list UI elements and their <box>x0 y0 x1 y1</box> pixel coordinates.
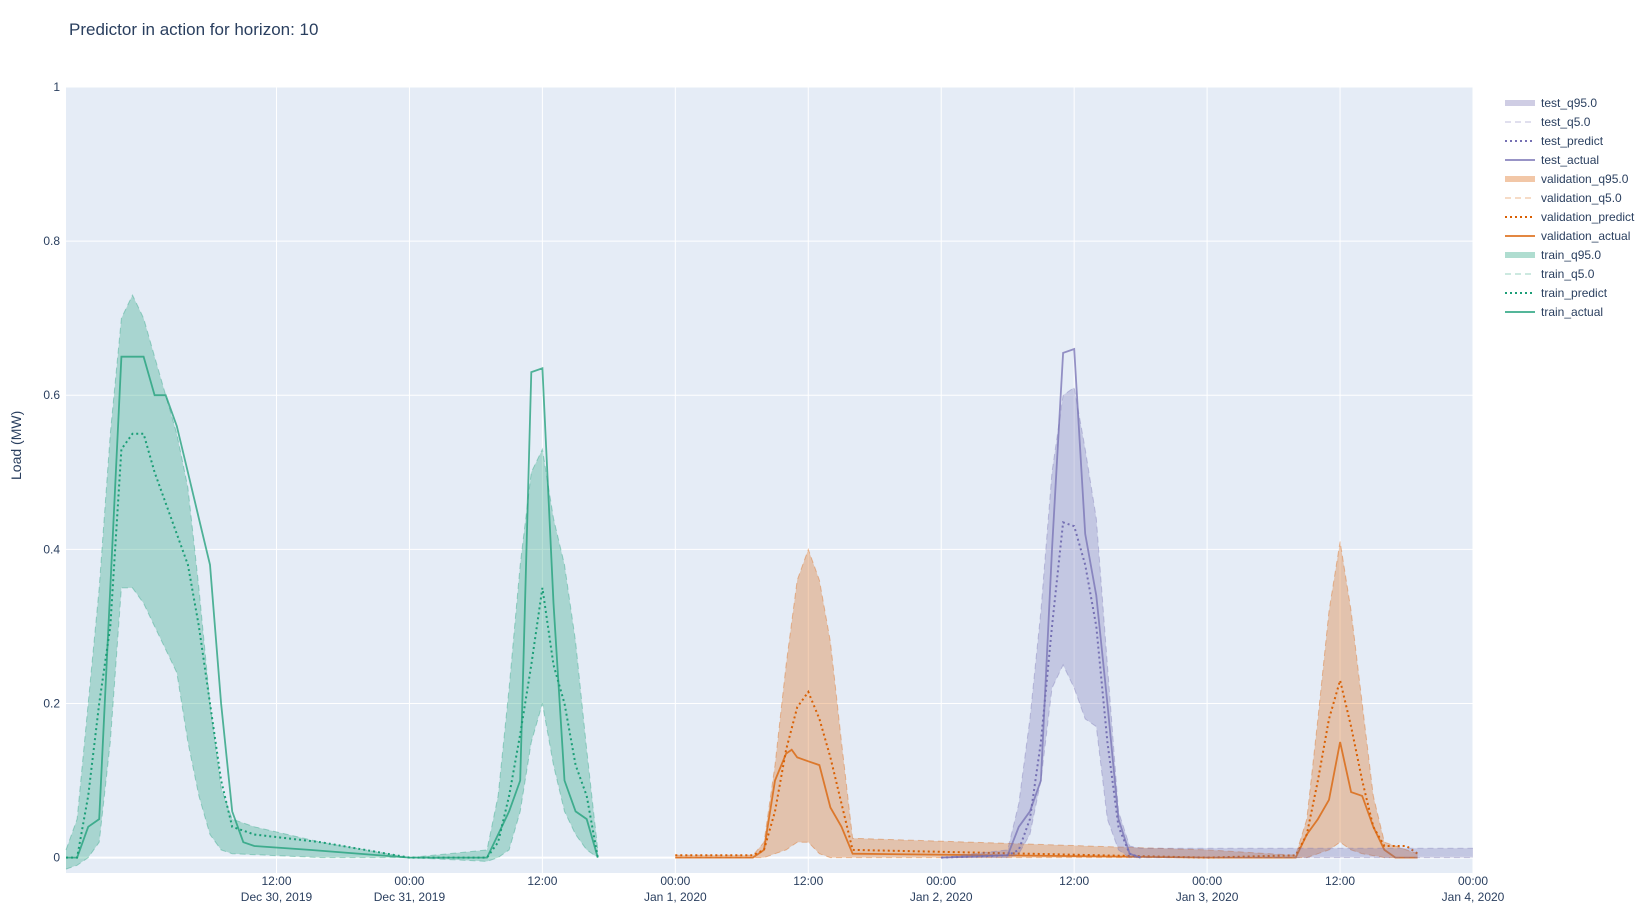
x-tick-label: 12:00 <box>1325 874 1355 888</box>
test-q5-line <box>941 663 1473 859</box>
chart-title: Predictor in action for horizon: 10 <box>69 20 319 39</box>
y-tick-label: 0 <box>53 851 60 865</box>
train-q5-line <box>65 587 599 870</box>
legend-swatch <box>1505 234 1535 237</box>
legend-label: train_q5.0 <box>1541 266 1595 281</box>
legend-label: test_actual <box>1541 152 1600 167</box>
legend-label: validation_actual <box>1541 228 1631 243</box>
swatch-band <box>1505 175 1535 182</box>
legend-label: validation_q95.0 <box>1541 171 1629 186</box>
legend-label: train_predict <box>1541 285 1608 300</box>
y-tick-label: 0.4 <box>43 542 60 556</box>
x-tick-date-label: Dec 31, 2019 <box>374 890 446 904</box>
legend-swatch <box>1505 197 1535 198</box>
legend-swatch <box>1505 251 1535 258</box>
test-actual-line <box>941 347 1141 859</box>
legend-swatch <box>1505 158 1535 161</box>
legend-item-train-actual[interactable]: train_actual <box>1505 302 1634 321</box>
x-tick-label: 00:00 <box>660 874 690 888</box>
legend-item-test-q5-0[interactable]: test_q5.0 <box>1505 112 1634 131</box>
test-quantile-band <box>941 387 1473 858</box>
legend-item-train-q5-0[interactable]: train_q5.0 <box>1505 264 1634 283</box>
legend-label: test_q5.0 <box>1541 114 1591 129</box>
legend-swatch <box>1505 139 1535 142</box>
chart-legend[interactable]: test_q95.0 test_q5.0 test_predict test_actu… <box>1505 93 1634 321</box>
legend-item-test-q95-0[interactable]: test_q95.0 <box>1505 93 1634 112</box>
x-tick-label: 00:00 <box>1458 874 1488 888</box>
x-tick-label: 12:00 <box>527 874 557 888</box>
legend-swatch <box>1505 175 1535 182</box>
train-actual-line <box>66 355 599 859</box>
x-tick-label: 12:00 <box>793 874 823 888</box>
y-tick-label: 0.8 <box>43 234 60 248</box>
legend-item-validation-actual[interactable]: validation_actual <box>1505 226 1634 245</box>
plot-area <box>66 87 1473 873</box>
legend-label: validation_predict <box>1541 209 1635 224</box>
x-tick-label: 00:00 <box>394 874 424 888</box>
train-quantile-band <box>66 295 598 870</box>
legend-swatch <box>1505 121 1535 122</box>
swatch-band <box>1505 99 1535 106</box>
y-tick-label: 0.2 <box>43 696 60 710</box>
x-tick-label: 00:00 <box>1192 874 1222 888</box>
validation-quantile-band <box>675 541 1418 858</box>
train-q95-line <box>65 293 599 859</box>
x-tick-date-label: Jan 4, 2020 <box>1442 890 1505 904</box>
legend-item-train-predict[interactable]: train_predict <box>1505 283 1634 302</box>
x-tick-date-label: Jan 3, 2020 <box>1176 890 1239 904</box>
validation-q5-line <box>675 841 1418 859</box>
legend-label: test_predict <box>1541 133 1604 148</box>
legend-label: train_actual <box>1541 304 1604 319</box>
y-tick-label: 1 <box>53 80 60 94</box>
x-tick-label: 12:00 <box>1059 874 1089 888</box>
swatch-band <box>1505 251 1535 258</box>
legend-label: validation_q5.0 <box>1541 190 1622 205</box>
legend-swatch <box>1505 273 1535 274</box>
test-predict-line <box>941 521 1141 859</box>
legend-item-train-q95-0[interactable]: train_q95.0 <box>1505 245 1634 264</box>
legend-item-test-predict[interactable]: test_predict <box>1505 131 1634 150</box>
x-tick-label: 00:00 <box>926 874 956 888</box>
legend-swatch <box>1505 310 1535 313</box>
legend-label: train_q95.0 <box>1541 247 1602 262</box>
validation-actual-line <box>675 741 1418 859</box>
validation-q95-line <box>675 541 1418 856</box>
y-tick-label: 0.6 <box>43 388 60 402</box>
test-q95-line <box>941 386 1473 859</box>
legend-item-validation-predict[interactable]: validation_predict <box>1505 207 1634 226</box>
legend-swatch <box>1505 99 1535 106</box>
legend-label: test_q95.0 <box>1541 95 1598 110</box>
legend-swatch <box>1505 291 1535 294</box>
x-tick-date-label: Jan 2, 2020 <box>910 890 973 904</box>
legend-item-validation-q5-0[interactable]: validation_q5.0 <box>1505 188 1634 207</box>
x-tick-date-label: Dec 30, 2019 <box>241 890 313 904</box>
x-tick-label: 12:00 <box>261 874 291 888</box>
legend-item-test-actual[interactable]: test_actual <box>1505 150 1634 169</box>
x-tick-date-label: Jan 1, 2020 <box>644 890 707 904</box>
legend-item-validation-q95-0[interactable]: validation_q95.0 <box>1505 169 1634 188</box>
legend-swatch <box>1505 215 1535 218</box>
